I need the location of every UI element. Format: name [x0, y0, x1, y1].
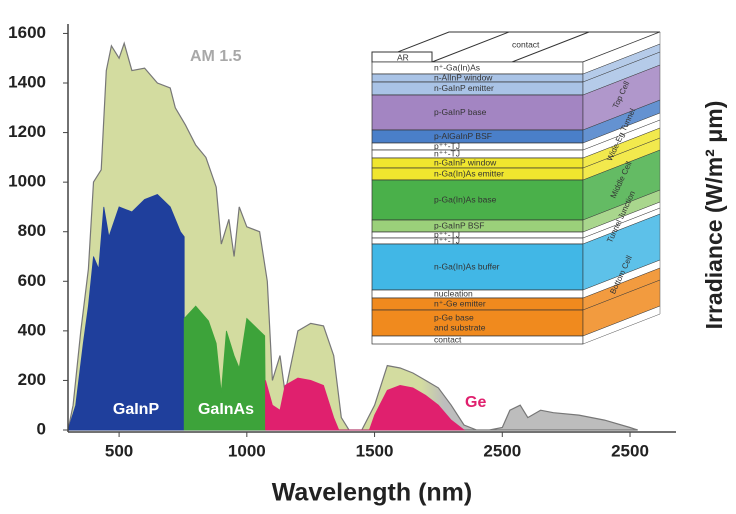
- legend-label: GaInP: [113, 401, 160, 418]
- layer: [372, 290, 583, 298]
- x-tick-label: 2500: [483, 441, 521, 460]
- y-tick-label: 1000: [8, 172, 46, 191]
- layer: [372, 336, 583, 344]
- layer-label: n-AlInP window: [434, 72, 493, 82]
- layer-label: contact: [434, 334, 462, 344]
- chart: AM 1.5 GaInP GaInAs Ge AR contact n⁺-Ga(In)As…: [0, 0, 736, 514]
- layer-label: nucleation: [434, 288, 473, 298]
- layer-label: n-Ga(In)As buffer: [434, 261, 500, 271]
- x-tick-label: 1000: [228, 441, 266, 460]
- layer: [372, 238, 583, 244]
- x-tick-label: 500: [105, 441, 133, 460]
- layer-label: n-GaInP window: [434, 157, 497, 167]
- top-label: AR: [397, 52, 409, 62]
- y-tick-label: 1600: [8, 23, 46, 42]
- layer-label: p-Ge base: [434, 312, 474, 322]
- legend-label: AM 1.5: [190, 48, 242, 65]
- layer-label: n⁺-Ge emitter: [434, 298, 486, 308]
- x-tick-label: 1500: [356, 441, 394, 460]
- x-tick-label: 2500: [611, 441, 649, 460]
- layer-label: and substrate: [434, 322, 486, 332]
- y-tick-label: 600: [18, 271, 46, 290]
- layer-label: p-Ga(In)As base: [434, 194, 497, 204]
- top-label: contact: [512, 39, 540, 49]
- y-axis-title: Irradiance (W/m² μm): [701, 101, 727, 330]
- layer: [372, 143, 583, 150]
- y-tick-label: 400: [18, 320, 46, 339]
- layer-label: p-AlGaInP BSF: [434, 131, 492, 141]
- x-axis-title: Wavelength (nm): [272, 479, 472, 507]
- layer: [372, 232, 583, 238]
- y-tick-label: 200: [18, 370, 46, 389]
- layer-label: n-Ga(In)As emitter: [434, 168, 504, 178]
- y-tick-label: 800: [18, 221, 46, 240]
- layer-label: n⁺-Ga(In)As: [434, 62, 480, 72]
- y-tick-label: 0: [37, 419, 46, 438]
- y-tick-label: 1200: [8, 122, 46, 141]
- legend-label: Ge: [465, 394, 486, 411]
- y-tick-label: 1400: [8, 72, 46, 91]
- layer-label: p-GaInP base: [434, 107, 487, 117]
- legend-label: GaInAs: [198, 401, 254, 418]
- layer-label: n-GaInP emitter: [434, 83, 494, 93]
